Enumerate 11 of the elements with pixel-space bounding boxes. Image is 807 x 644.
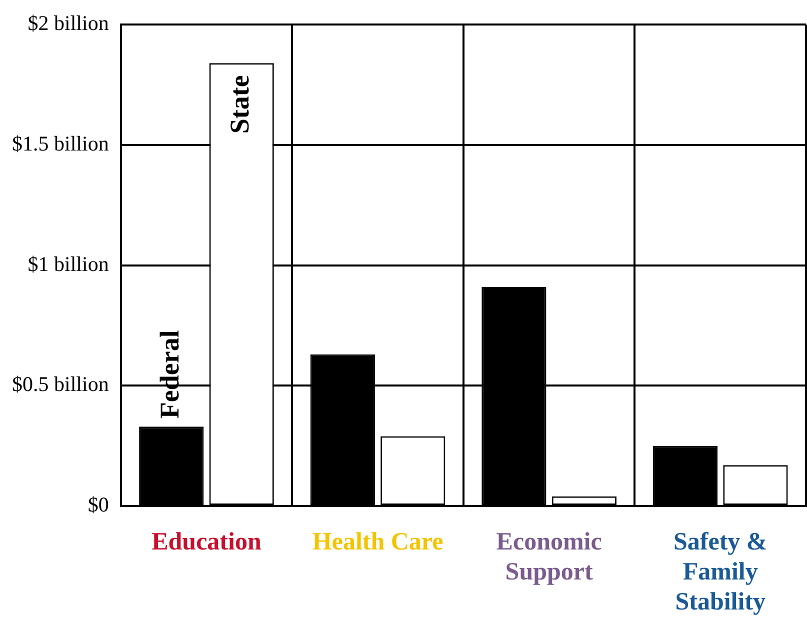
series-label: State bbox=[224, 75, 255, 134]
y-tick-label: $0.5 billion bbox=[12, 372, 110, 396]
text: Federal bbox=[154, 330, 184, 419]
x-tick-label: Health Care bbox=[312, 528, 444, 556]
y-tick-label: $2 billion bbox=[28, 11, 110, 36]
y-tick-label: $0 bbox=[88, 492, 109, 517]
y-tick-label: $1.5 billion bbox=[12, 131, 110, 156]
x-tick-label: Safety & Family Stability bbox=[673, 528, 768, 616]
y-tick-label: $1 billion bbox=[28, 252, 110, 276]
x-tick-label: Economic Support bbox=[496, 528, 602, 586]
x-tick-label: Education bbox=[152, 528, 262, 556]
